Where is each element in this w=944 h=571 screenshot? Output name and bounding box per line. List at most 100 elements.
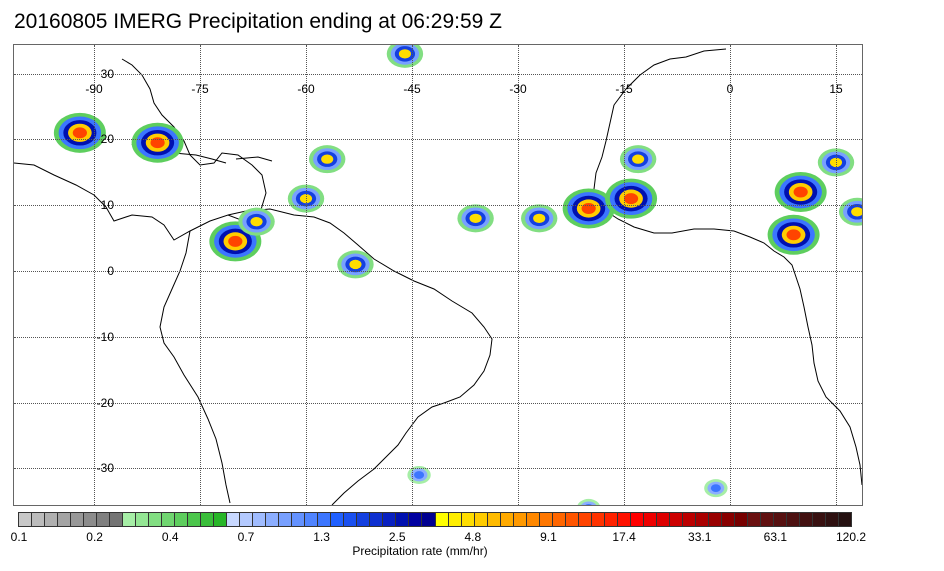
colorbar-swatch bbox=[435, 513, 449, 526]
precip-cell bbox=[619, 145, 657, 174]
meridian-line bbox=[306, 45, 307, 505]
colorbar-swatch bbox=[357, 513, 371, 526]
colorbar-tick-label: 120.2 bbox=[835, 530, 867, 544]
colorbar-swatch bbox=[734, 513, 748, 526]
colorbar-swatch bbox=[149, 513, 163, 526]
colorbar-swatch bbox=[838, 513, 851, 526]
colorbar-swatch bbox=[799, 513, 813, 526]
parallel-line bbox=[14, 468, 862, 470]
colorbar-swatch bbox=[630, 513, 644, 526]
colorbar-swatch bbox=[513, 513, 527, 526]
precip-contour bbox=[299, 193, 313, 204]
longitude-label: -90 bbox=[85, 82, 103, 96]
meridian-line bbox=[412, 45, 413, 505]
colorbar-swatch bbox=[45, 513, 59, 526]
colorbar-swatch bbox=[71, 513, 85, 526]
colorbar-tick-label: 9.1 bbox=[540, 530, 557, 544]
colorbar-swatch bbox=[474, 513, 488, 526]
precip-contour bbox=[623, 193, 639, 205]
colorbar-swatch bbox=[110, 513, 124, 526]
latitude-label: 30 bbox=[100, 66, 114, 81]
precip-cell bbox=[605, 178, 658, 219]
coastlines bbox=[14, 48, 862, 505]
precip-cell bbox=[839, 197, 862, 226]
precip-cell bbox=[577, 498, 600, 505]
latitude-label: -20 bbox=[96, 395, 114, 410]
precip-cell bbox=[53, 112, 106, 153]
colorbar-swatch bbox=[240, 513, 254, 526]
latitude-label: 0 bbox=[107, 264, 114, 278]
parallel-line bbox=[14, 336, 862, 338]
precip-contour bbox=[414, 471, 425, 479]
colorbar-swatch bbox=[487, 513, 501, 526]
precip-contour bbox=[585, 504, 593, 505]
colorbar-swatch bbox=[32, 513, 46, 526]
colorbar-swatch bbox=[773, 513, 787, 526]
colorbar-swatch bbox=[383, 513, 397, 526]
precip-contour bbox=[786, 229, 801, 241]
colorbar-tick-label: 4.8 bbox=[464, 530, 482, 544]
colorbar-swatch bbox=[500, 513, 514, 526]
colorbar-swatch bbox=[617, 513, 631, 526]
colorbar-tick-label: 0.2 bbox=[86, 530, 103, 544]
parallel-line bbox=[14, 402, 862, 404]
colorbar-swatch bbox=[97, 513, 111, 526]
precip-contour bbox=[581, 501, 597, 505]
colorbar-tick-label: 33.1 bbox=[688, 530, 712, 544]
precip-cell bbox=[386, 45, 424, 68]
precip-cell bbox=[337, 250, 374, 279]
longitude-label: 15 bbox=[829, 82, 843, 96]
precip-cell bbox=[238, 207, 275, 236]
parallel-line bbox=[14, 271, 862, 272]
parallel-line bbox=[14, 139, 862, 141]
colorbar-swatch bbox=[461, 513, 475, 526]
colorbar-swatch bbox=[552, 513, 566, 526]
precip-cell bbox=[704, 479, 728, 498]
meridian-line bbox=[730, 45, 731, 505]
colorbar-swatch bbox=[669, 513, 683, 526]
colorbar-swatch bbox=[162, 513, 176, 526]
colorbar-swatch bbox=[565, 513, 579, 526]
longitude-label: -75 bbox=[191, 82, 209, 96]
precip-cell bbox=[562, 188, 615, 229]
colorbar-swatch bbox=[448, 513, 462, 526]
colorbar-swatch bbox=[331, 513, 345, 526]
precip-cell bbox=[521, 204, 558, 233]
precip-contour bbox=[349, 259, 362, 270]
longitude-label: -60 bbox=[297, 82, 315, 96]
precip-contour bbox=[321, 154, 334, 164]
colorbar-swatch bbox=[825, 513, 839, 526]
colorbar-swatch bbox=[175, 513, 189, 526]
longitude-label: -45 bbox=[403, 82, 421, 96]
precip-contour bbox=[228, 235, 243, 247]
coastline-hispaniola bbox=[235, 156, 273, 162]
longitude-label: 0 bbox=[726, 82, 734, 96]
colorbar-swatch bbox=[305, 513, 319, 526]
colorbar-swatch bbox=[318, 513, 332, 526]
colorbar-swatch bbox=[136, 513, 150, 526]
precip-contour bbox=[250, 216, 263, 227]
colorbar-swatch bbox=[253, 513, 267, 526]
colorbar-frame bbox=[18, 512, 852, 527]
colorbar-label: Precipitation rate (mm/hr) bbox=[352, 544, 488, 558]
colorbar-swatch bbox=[123, 513, 137, 526]
precipitation-map: -90 -75 -60 -45 -30 -15 0 15 30 20 10 0 -10 -20 -30 bbox=[13, 44, 863, 506]
precip-cell bbox=[774, 172, 827, 213]
colorbar-swatch bbox=[214, 513, 228, 526]
colorbar-swatch bbox=[279, 513, 293, 526]
precip-contour bbox=[710, 484, 721, 492]
colorbar-swatch bbox=[227, 513, 241, 526]
precip-cell bbox=[309, 145, 346, 174]
longitude-label: -30 bbox=[509, 82, 527, 96]
latitude-label: -30 bbox=[96, 461, 114, 476]
colorbar-swatch bbox=[344, 513, 358, 526]
colorbar-swatch bbox=[188, 513, 202, 526]
colorbar-swatch bbox=[84, 513, 98, 526]
precip-contour bbox=[632, 154, 645, 164]
coastline-africa bbox=[593, 48, 862, 486]
colorbar-swatch bbox=[708, 513, 722, 526]
colorbar-tick-label: 0.4 bbox=[161, 530, 179, 544]
colorbar-swatch bbox=[591, 513, 605, 526]
precip-cell bbox=[407, 465, 431, 484]
precip-contour bbox=[793, 186, 808, 198]
